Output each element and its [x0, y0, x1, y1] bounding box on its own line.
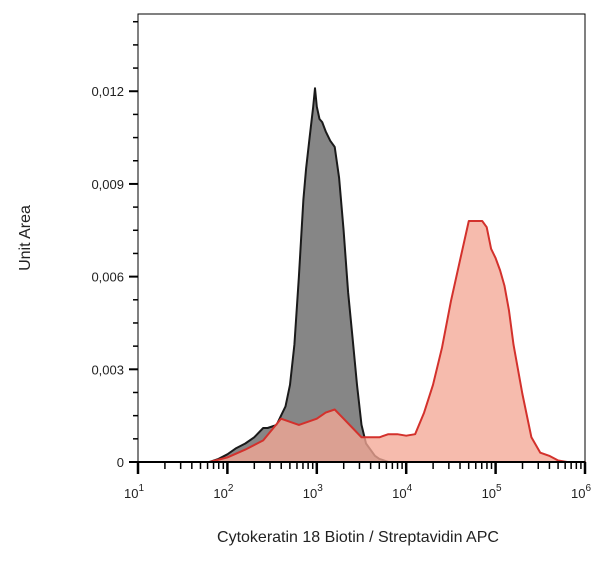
x-tick-label: 101 [124, 483, 144, 501]
y-tick-label: 0,012 [91, 84, 124, 99]
y-tick-label: 0,009 [91, 177, 124, 192]
y-tick-label: 0,006 [91, 270, 124, 285]
series-layer [163, 87, 586, 463]
x-tick-label: 106 [571, 483, 591, 501]
x-tick-label: 102 [213, 483, 233, 501]
x-tick-label: 103 [303, 483, 323, 501]
y-tick-label: 0 [117, 455, 124, 470]
y-axis: 0 0,003 0,006 0,009 0,012 [91, 20, 138, 470]
x-axis-title: Cytokeratin 18 Biotin / Streptavidin APC [217, 529, 499, 546]
x-tick-label: 104 [392, 483, 412, 501]
y-tick-label: 0,003 [91, 362, 124, 377]
y-axis-title: Unit Area [17, 205, 34, 271]
plot-frame [137, 13, 586, 463]
series-1-area [163, 220, 586, 463]
series-0-area [163, 87, 399, 463]
x-tick-label: 105 [482, 483, 502, 501]
